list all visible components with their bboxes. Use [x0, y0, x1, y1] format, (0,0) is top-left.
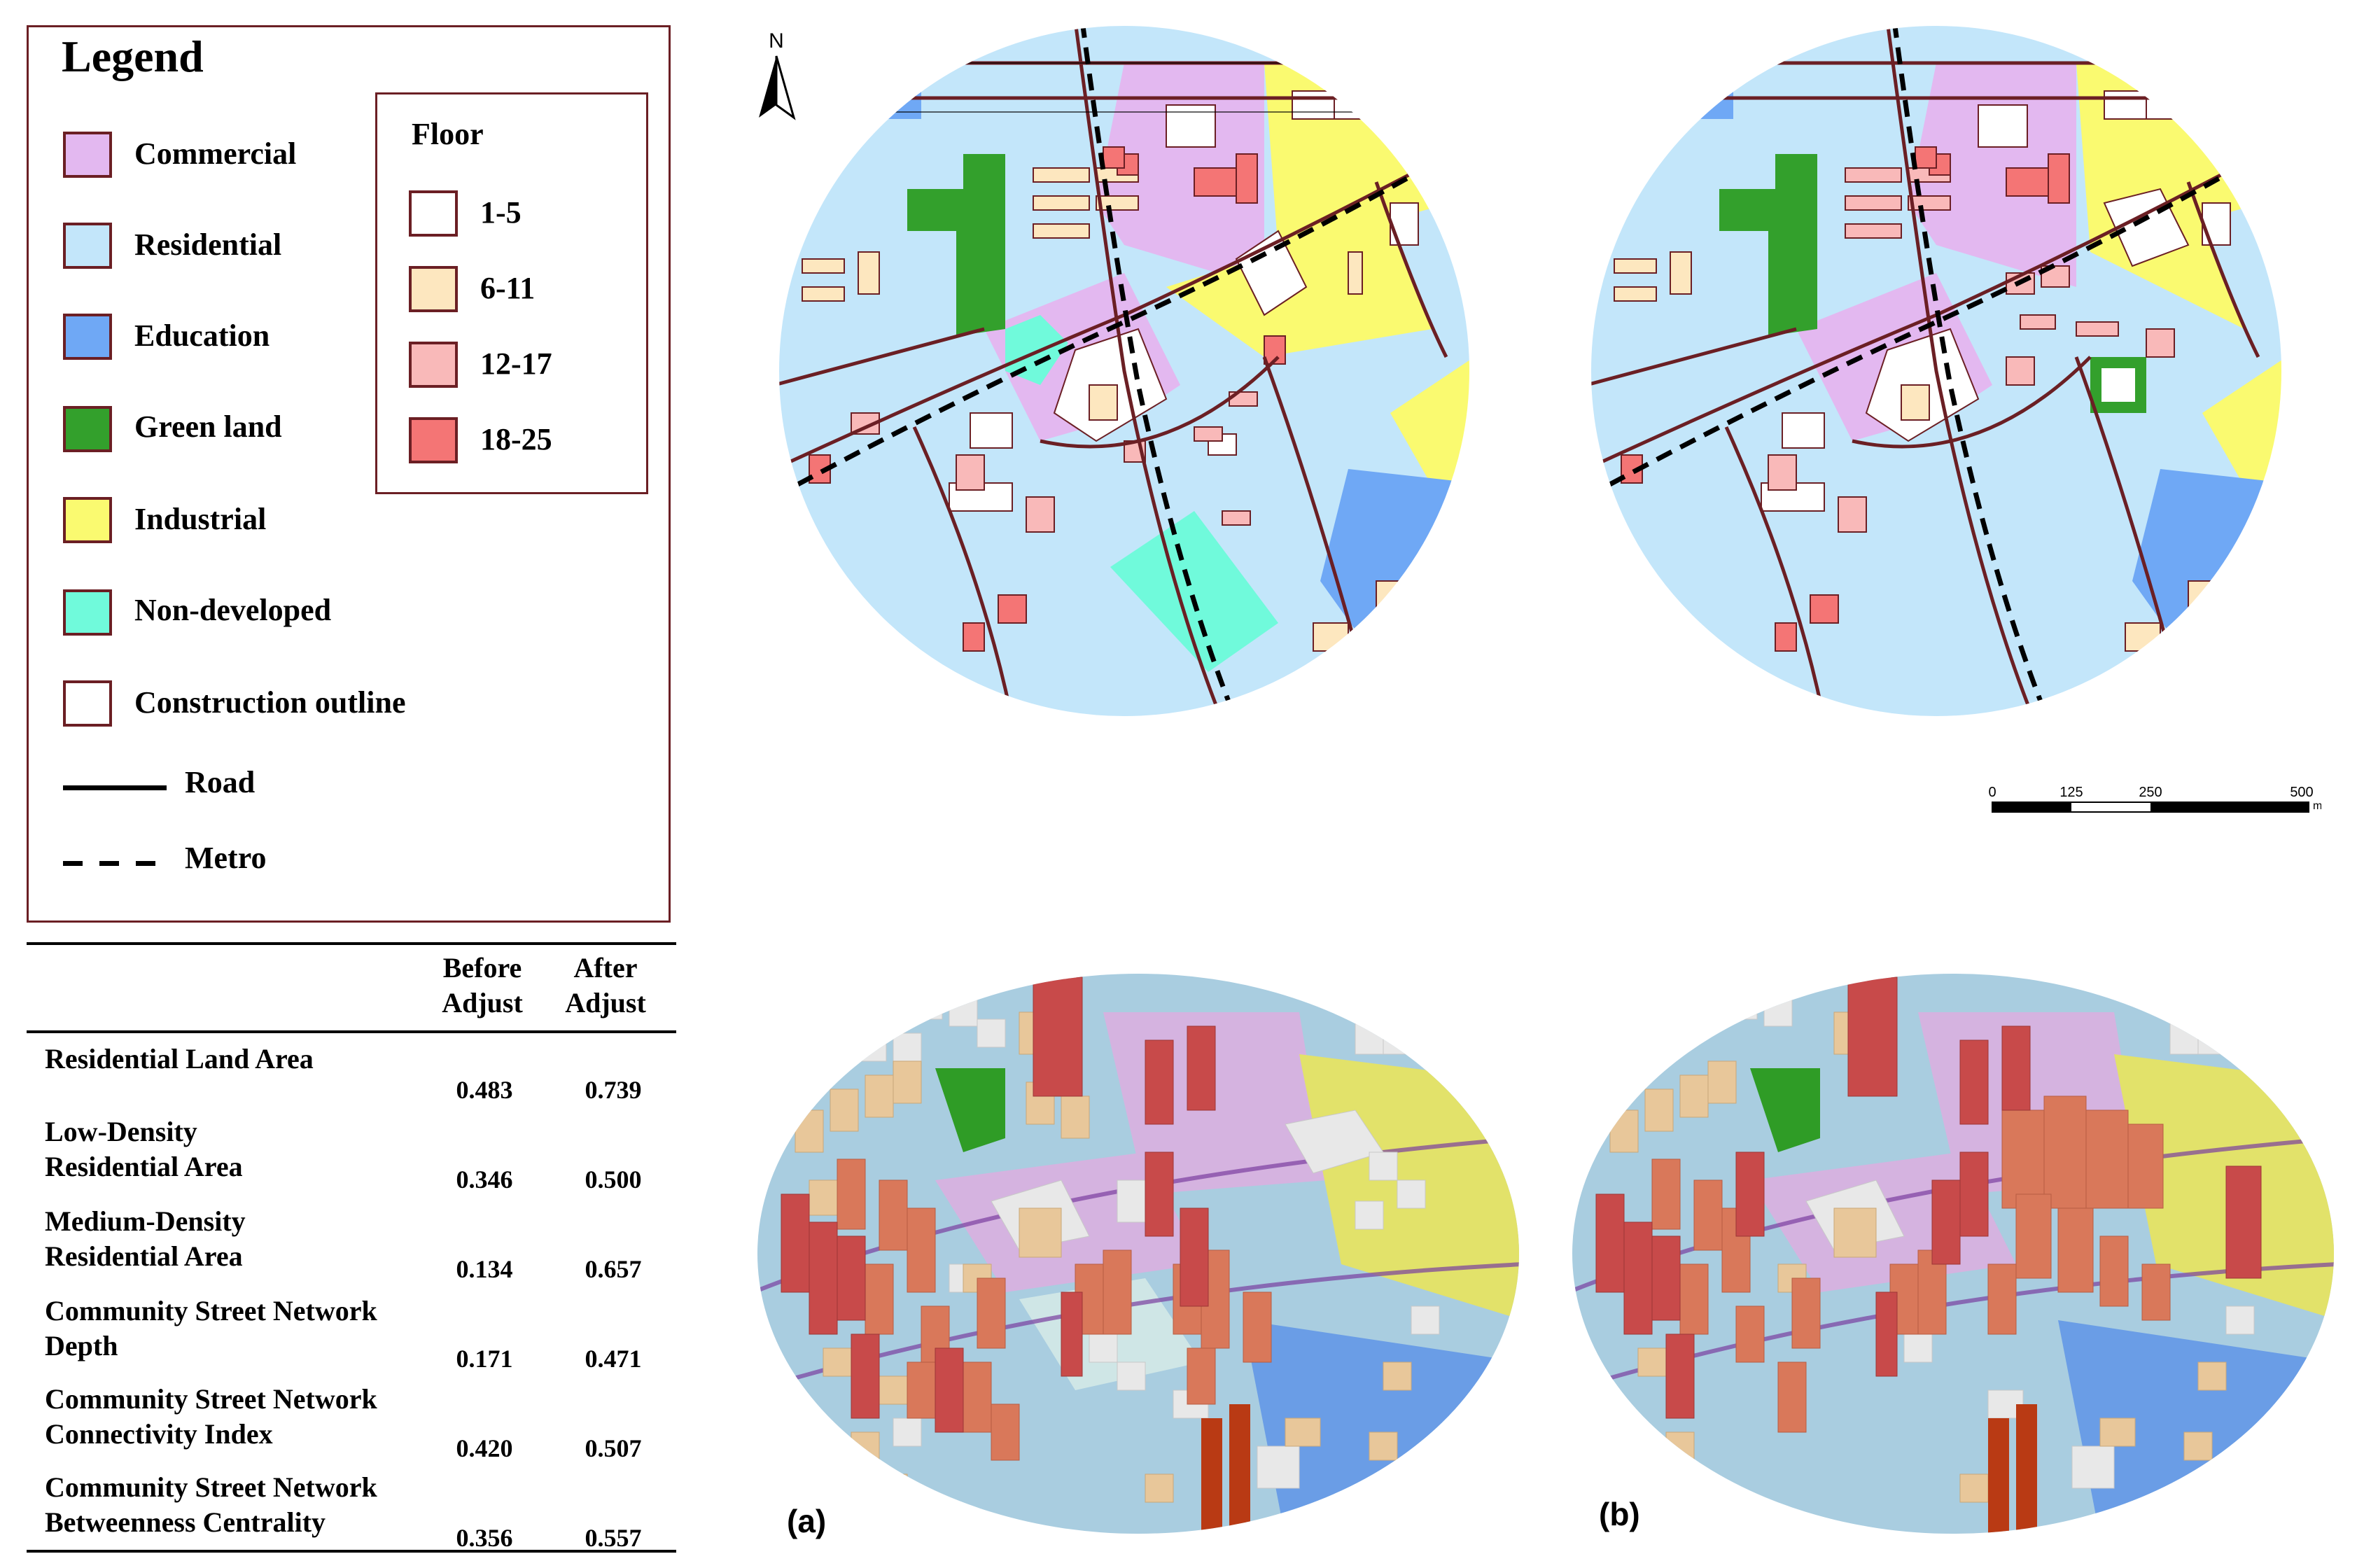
green-land-block	[907, 154, 1005, 336]
cell-after: 0.557	[585, 1524, 642, 1552]
cell-before: 0.356	[456, 1524, 513, 1552]
row-label: Community Street Network Depth	[45, 1295, 377, 1362]
education-block	[1677, 63, 1733, 119]
cell-after: 0.507	[585, 1434, 642, 1462]
legend-label-education: Education	[134, 318, 270, 353]
green-land-swatch	[63, 406, 112, 452]
floor-label-12-17: 12-17	[480, 346, 552, 381]
cell-before: 0.420	[456, 1434, 513, 1462]
cell-before: 0.134	[456, 1255, 513, 1283]
table-header-rule	[27, 1030, 676, 1033]
industrial-block	[1166, 182, 1432, 357]
table-top-rule	[27, 942, 676, 945]
legend-label-industrial: Industrial	[134, 502, 267, 536]
floor-1-5-swatch	[409, 190, 458, 237]
cell-after: 0.657	[585, 1255, 642, 1283]
road-line-swatch	[63, 785, 167, 790]
scale-unit: m	[2313, 800, 2321, 812]
table-bottom-rule	[27, 1550, 676, 1553]
floor-12-17-swatch	[409, 342, 458, 388]
legend-panel	[27, 25, 671, 923]
floor-label-6-11: 6-11	[480, 271, 536, 305]
legend-title: Legend	[62, 31, 204, 81]
panel-label-b: (b)	[1599, 1496, 1640, 1532]
commercial-block	[1096, 63, 1264, 287]
education-swatch	[63, 314, 112, 360]
header-before-adjust: Before Adjust	[442, 952, 523, 1018]
scale-tick-250: 250	[2139, 785, 2162, 800]
header-after-adjust: After Adjust	[565, 952, 646, 1018]
legend-label-green-land: Green land	[134, 410, 282, 444]
north-arrow-icon: N	[759, 29, 796, 120]
row-label: Low-Density Residential Area	[45, 1116, 243, 1182]
industrial-block	[1390, 357, 1470, 511]
legend-label-commercial: Commercial	[134, 136, 297, 171]
construction-outline-swatch	[63, 680, 112, 727]
floor-18-25-swatch	[409, 417, 458, 463]
floor-6-11-swatch	[409, 266, 458, 312]
legend-label-non-developed: Non-developed	[134, 593, 332, 627]
residential-swatch	[63, 223, 112, 269]
floor-legend-title: Floor	[412, 117, 484, 151]
scale-tick-0: 0	[1988, 785, 1996, 800]
floor-legend-panel	[375, 92, 648, 494]
row-label: Residential Land Area	[45, 1043, 314, 1074]
industrial-block	[2090, 182, 2244, 329]
row-label: Community Street Network Betweenness Cen…	[45, 1471, 377, 1538]
legend-label-residential: Residential	[134, 227, 282, 262]
row-label: Community Street Network Connectivity In…	[45, 1383, 377, 1450]
land-use-map-after	[1590, 24, 2283, 718]
cell-before: 0.346	[456, 1166, 513, 1194]
education-block	[865, 63, 921, 119]
education-block	[2132, 469, 2282, 679]
cell-after: 0.500	[585, 1166, 642, 1194]
non-developed-block	[1110, 511, 1278, 672]
cell-before: 0.483	[456, 1076, 513, 1104]
legend-label-road: Road	[185, 765, 256, 799]
non-developed-block	[1005, 315, 1068, 385]
industrial-swatch	[63, 497, 112, 543]
north-label: N	[769, 29, 784, 52]
3d-view-after	[1572, 974, 2334, 1534]
commercial-swatch	[63, 132, 112, 178]
cell-after: 0.471	[585, 1345, 642, 1373]
industrial-block	[2202, 357, 2282, 511]
land-use-map-before	[778, 24, 1471, 718]
floor-label-18-25: 18-25	[480, 422, 552, 456]
cell-after: 0.739	[585, 1076, 642, 1104]
3d-view-before	[757, 974, 1519, 1534]
non-developed-swatch	[63, 589, 112, 636]
scale-tick-500: 500	[2290, 785, 2313, 800]
education-block	[1320, 469, 1470, 679]
green-land-block	[1719, 154, 1817, 336]
panel-label-a: (a)	[787, 1503, 827, 1539]
commercial-block	[1908, 63, 2076, 287]
construction-outline	[2101, 368, 2135, 402]
legend-label-metro: Metro	[185, 841, 267, 875]
legend-label-construction-outline: Construction outline	[134, 685, 406, 720]
metro-line-swatch	[63, 861, 167, 866]
floor-label-1-5: 1-5	[480, 195, 522, 230]
cell-before: 0.171	[456, 1345, 513, 1373]
row-label: Medium-Density Residential Area	[45, 1205, 246, 1272]
scale-bar: 0 125 250 500 m	[1988, 785, 2321, 813]
scale-tick-125: 125	[2059, 785, 2083, 800]
